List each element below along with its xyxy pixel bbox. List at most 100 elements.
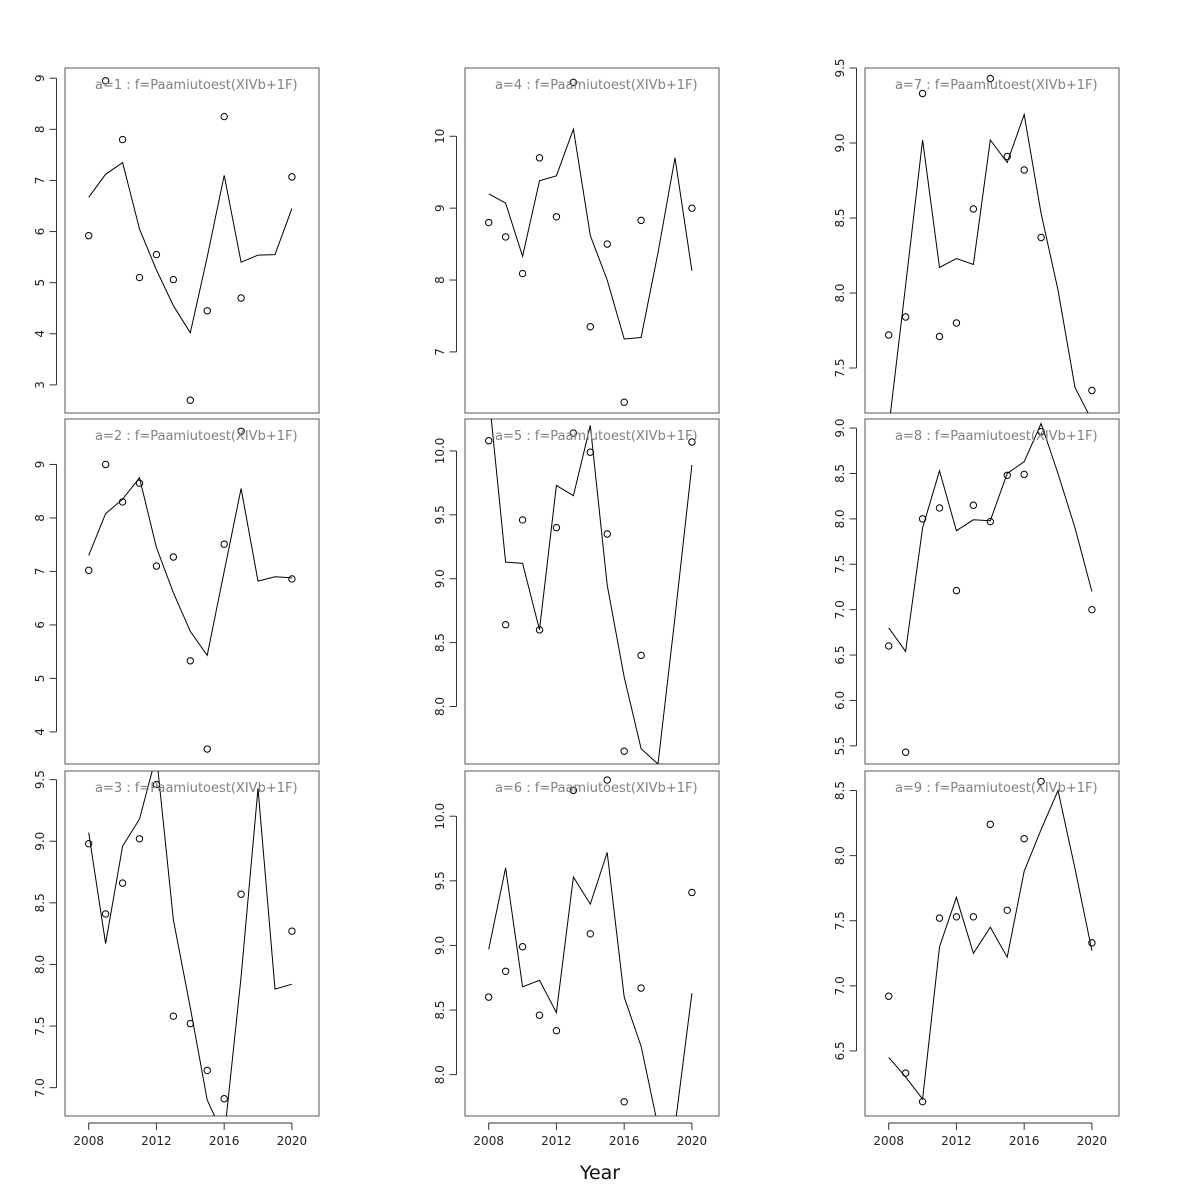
observed-point [485, 437, 493, 445]
x-axis-label: Year [579, 1162, 620, 1184]
y-tick-label: 8.0 [833, 283, 847, 302]
panel-data [85, 771, 296, 1116]
observed-point [118, 879, 127, 887]
y-tick-label: 8.0 [33, 955, 47, 974]
observed-point [935, 504, 944, 512]
plot-frame [64, 770, 320, 1117]
fitted-line [888, 422, 1093, 653]
y-tick-label: 8 [33, 514, 47, 522]
observed-point [85, 231, 93, 240]
x-tick-label: 2008 [473, 1134, 504, 1148]
y-tick-label: 8.5 [833, 464, 847, 483]
y-tick-label: 8.5 [433, 633, 447, 652]
observed-point [885, 331, 893, 339]
y-tick-label: 6.5 [833, 646, 847, 665]
observed-point [1003, 471, 1011, 479]
observed-point [1088, 605, 1096, 614]
panel-data [85, 427, 296, 753]
observed-point [620, 1098, 628, 1106]
y-tick-label: 9.5 [433, 871, 447, 890]
observed-point [918, 89, 927, 98]
observed-point [518, 943, 527, 951]
observed-point [952, 586, 961, 595]
y-tick-label: 9.5 [33, 770, 47, 789]
panels: 3 4 5 6 7 8 9 a=1 : f=Paamiutoest(XIVb+1F) 4 5 6 7 8… [33, 58, 1120, 1148]
observed-point [637, 984, 645, 992]
y-tick-label: 9 [33, 74, 47, 82]
observed-point [986, 74, 995, 83]
observed-point [135, 273, 144, 282]
fitted-line [488, 852, 693, 1116]
panel-data [485, 419, 696, 764]
y-tick-label: 7.5 [33, 1017, 47, 1036]
x-tick-label: 2008 [873, 1134, 904, 1148]
plot-frame [464, 418, 720, 765]
observed-point [969, 205, 978, 213]
observed-point [535, 154, 544, 162]
observed-point [1037, 233, 1045, 242]
panel-6: 8.0 8.5 9.0 9.5 10.0 2008 2012 2016 2020 a=6 : f=… [433, 770, 720, 1148]
y-tick-label: 9.0 [33, 832, 47, 851]
panel-data [885, 74, 1096, 413]
observed-point [152, 250, 161, 259]
observed-point [620, 398, 628, 406]
y-tick-label: 9.5 [433, 505, 447, 524]
x-tick-label: 2012 [941, 1134, 972, 1148]
y-tick-label: 8 [33, 126, 47, 134]
observed-point [135, 835, 144, 843]
observed-point [237, 294, 245, 302]
y-tick-label: 8.0 [833, 846, 847, 865]
y-tick-label: 9 [433, 204, 447, 212]
y-tick-label: 7.5 [833, 911, 847, 930]
y-tick-label: 6.5 [833, 1041, 847, 1060]
observed-point [1037, 777, 1045, 786]
panel-8: 5.5 6.0 6.5 7.0 7.5 8.0 8.5 9.0 a=8 : f=Paamiuto… [833, 418, 1120, 765]
observed-point [952, 319, 961, 327]
observed-point [118, 135, 127, 144]
observed-point [1020, 834, 1028, 843]
fitted-line [490, 419, 693, 764]
fitted-line [488, 127, 693, 340]
y-tick-label: 7.0 [33, 1078, 47, 1097]
observed-point [501, 621, 510, 629]
x-tick-label: 2016 [609, 1134, 640, 1148]
panel-title: a=3 : f=Paamiutoest(XIVb+1F) [95, 781, 298, 796]
observed-point [485, 993, 493, 1001]
panel-data [485, 78, 696, 406]
observed-point [288, 173, 296, 181]
observed-point [603, 530, 611, 538]
observed-point [203, 307, 211, 315]
observed-point [169, 1012, 178, 1020]
observed-point [688, 438, 696, 446]
x-tick-label: 2012 [141, 1134, 172, 1148]
observed-point [101, 77, 110, 85]
observed-point [518, 516, 527, 524]
panel-data [885, 777, 1096, 1106]
y-tick-label: 6.0 [833, 691, 847, 710]
y-tick-label: 7.5 [833, 358, 847, 377]
observed-point [101, 910, 110, 918]
panel-data [85, 77, 296, 404]
observed-point [101, 460, 110, 469]
observed-point [901, 1069, 910, 1077]
y-tick-label: 7.0 [833, 600, 847, 619]
observed-point [1020, 470, 1028, 479]
y-tick-label: 7.0 [833, 976, 847, 995]
observed-point [969, 501, 978, 509]
fitted-line [888, 788, 1093, 1101]
observed-point [688, 204, 696, 212]
panel-title: a=5 : f=Paamiutoest(XIVb+1F) [495, 429, 698, 444]
panel-title: a=9 : f=Paamiutoest(XIVb+1F) [895, 781, 1098, 796]
observed-point [620, 747, 628, 755]
observed-point [518, 269, 527, 278]
observed-point [885, 992, 893, 1000]
y-tick-label: 9.5 [833, 58, 847, 77]
y-tick-label: 8.0 [433, 1065, 447, 1084]
x-tick-label: 2008 [73, 1134, 104, 1148]
observed-point [586, 323, 595, 331]
observed-point [288, 575, 296, 583]
y-tick-label: 8.0 [833, 509, 847, 528]
panel-data [485, 776, 696, 1116]
y-tick-label: 7 [33, 568, 47, 576]
